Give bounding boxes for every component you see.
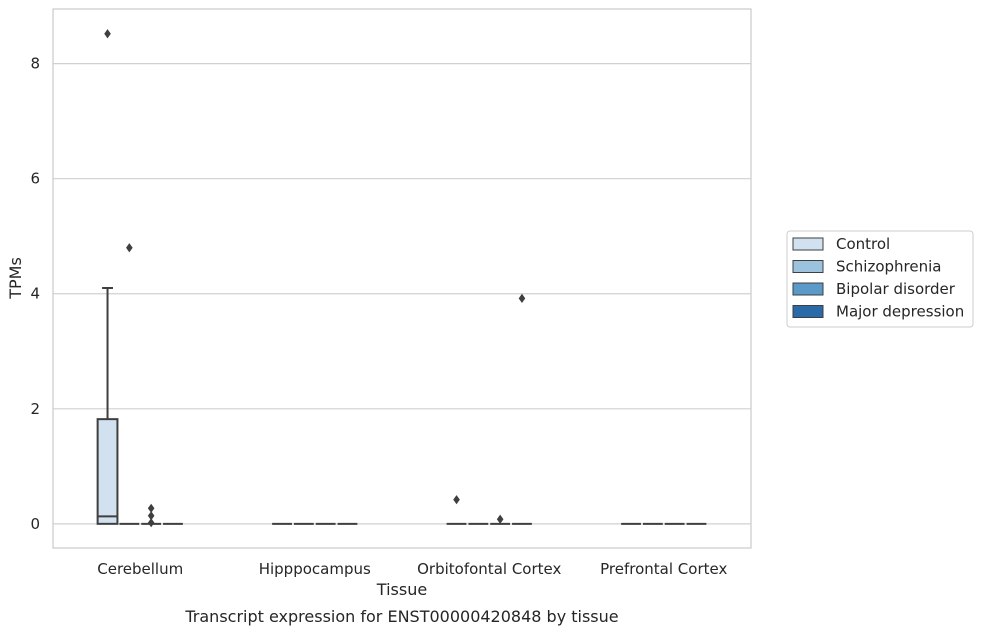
y-tick-label: 8 xyxy=(30,55,40,73)
legend-swatch xyxy=(792,282,824,296)
box-2-0 xyxy=(141,503,162,528)
box-body xyxy=(96,418,119,525)
box-1-0 xyxy=(119,243,140,525)
x-tick-label: Hipppocampus xyxy=(259,560,371,578)
legend: Control Schizophrenia Bipolar disorder Majo… xyxy=(786,230,974,328)
x-tick-labels: Cerebellum Hipppocampus Orbitofontal Corte… xyxy=(97,560,727,578)
outlier-point xyxy=(496,514,504,524)
outlier-point xyxy=(147,511,155,521)
box-0-2 xyxy=(446,495,467,525)
x-tick-label: Orbitofontal Cortex xyxy=(417,560,561,578)
chart-caption: Transcript expression for ENST0000042084… xyxy=(184,607,618,626)
x-tick-label: Cerebellum xyxy=(97,560,183,578)
plot-frame xyxy=(52,8,752,549)
legend-label: Bipolar disorder xyxy=(836,280,956,298)
outlier-point xyxy=(104,29,111,39)
legend-swatch xyxy=(792,237,824,251)
legend-swatch xyxy=(792,260,824,273)
x-axis-title: Tissue xyxy=(376,580,427,599)
x-tick-label: Prefrontal Cortex xyxy=(600,560,727,578)
legend-frame xyxy=(786,230,974,328)
y-tick-labels: 0 2 4 6 8 xyxy=(30,55,40,533)
outlier-point xyxy=(518,293,526,303)
legend-swatch xyxy=(792,305,824,318)
y-tick-label: 4 xyxy=(30,285,40,303)
box-0-0 xyxy=(96,29,119,525)
outlier-point xyxy=(453,495,460,505)
outlier-point xyxy=(147,518,155,528)
y-tick-label: 0 xyxy=(30,515,40,533)
plot-marks xyxy=(96,29,707,528)
legend-label: Major depression xyxy=(836,303,964,321)
box-3-2 xyxy=(512,293,532,525)
y-tick-label: 6 xyxy=(30,170,40,188)
outlier-point xyxy=(126,243,133,253)
y-tick-label: 2 xyxy=(30,400,40,418)
box-2-2 xyxy=(490,514,511,525)
outlier-point xyxy=(147,503,155,513)
legend-label: Control xyxy=(836,235,890,253)
grid-lines xyxy=(53,63,751,525)
legend-label: Schizophrenia xyxy=(836,258,941,276)
y-axis-title: TPMs xyxy=(6,257,25,300)
